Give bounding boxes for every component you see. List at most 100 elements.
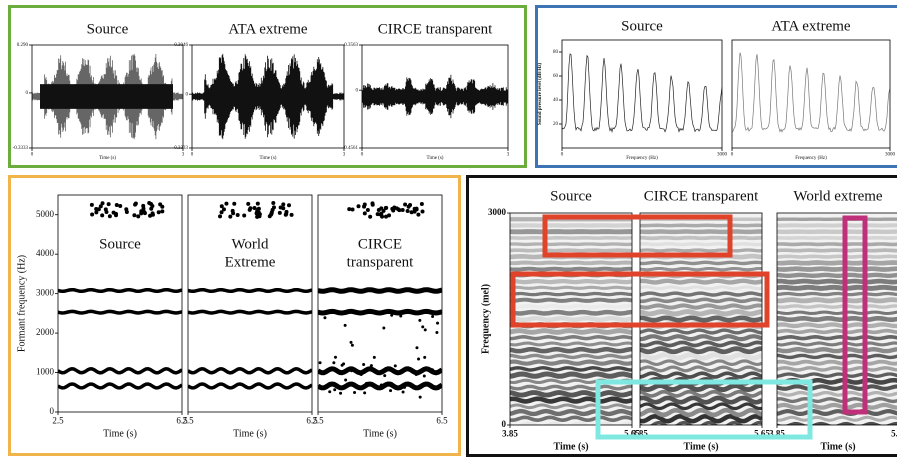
x-tick-label: 3 [507,153,510,158]
x-tick-label: 3.85 [769,428,785,438]
spectrogram-band [510,260,632,266]
y-tick-label: 4000 [36,248,55,258]
plot-title: CIRCE [358,236,402,252]
spectrogram-band [640,235,762,241]
formant-dot [231,211,236,216]
spectrogram-band [640,266,762,272]
formant-dot [382,326,386,330]
formant-dot [390,368,394,372]
formant-dot [379,206,384,211]
formant-dot [124,209,129,214]
y-tick-label: 80 [553,50,559,55]
formant-dot [412,206,417,211]
spectrogram-band [640,334,762,342]
x-tick-label: 5.65 [624,428,640,438]
formant-dot [423,328,427,332]
spectrogram-band [510,328,632,335]
plot-content [58,201,182,390]
x-tick-label: 0 [31,153,34,158]
formant-dot [242,213,247,218]
y-tick-label: 3000 [36,288,55,298]
x-tick-label: 0 [731,153,734,158]
formant-dot [252,205,257,210]
plot-frame [191,44,345,149]
formant-dot [362,204,367,209]
formant-dot [333,388,337,392]
spectrogram-band [510,266,632,272]
formant-dot [416,212,421,217]
spectrogram-band [510,341,632,347]
formant-dot [339,391,343,395]
spectrogram-band [777,384,897,391]
formant-dot [363,391,367,395]
x-axis-label: Time (s) [683,441,718,452]
formant-dot [150,211,155,216]
formant-dot [255,201,260,206]
formant-track [318,381,442,391]
spectrogram-band [777,297,897,304]
formant-dot [409,210,414,215]
spectrogram-band [777,341,897,347]
formant-dot [390,313,394,317]
spectrogram-band [510,304,632,310]
spectrogram-band [510,390,632,398]
x-tick-label: 6.5 [306,415,318,425]
formant-dot [418,318,422,322]
plot-frame [31,44,184,149]
formant-dot [356,204,361,209]
spectrogram-band [640,395,762,405]
formant-track [58,287,182,294]
formant-dot [436,321,440,325]
panel-border [535,5,897,168]
highlight-box [595,379,813,440]
spectrogram-band [640,260,762,266]
waveform-core [40,84,173,109]
y-axis-label: Frequency (mel) [480,284,491,354]
formant-dot [160,204,165,209]
x-tick-label: 0 [361,153,364,158]
formant-dot [133,201,138,206]
formant-dot [422,374,426,378]
y-axis-label: Formant frequency (Hz) [16,255,27,352]
plot-frame [639,212,763,426]
y-axis-label: Sound pressure level (dB/Hz) [538,63,543,126]
y-tick-label: 0.290 [17,43,29,48]
spectrogram-band [640,420,762,425]
plot-frame [317,194,443,413]
formant-dot [403,202,408,207]
formant-dot [255,214,260,219]
x-tick-label: 3000 [885,153,896,158]
formant-dot [89,202,94,207]
formant-dot [98,204,103,209]
formant-dot [402,385,406,389]
spectrogram-band [510,248,632,253]
y-tick-label: 0 [502,419,507,429]
x-tick-label: 3.85 [632,428,648,438]
formant-dot [415,346,419,350]
y-tick-label: 40 [553,98,559,103]
formant-dot [271,205,276,210]
formant-dot [160,209,165,214]
y-tick-label: -0.4561 [343,146,359,151]
formant-dot [333,355,337,359]
spectrogram-band [640,407,762,418]
formant-track [58,309,182,315]
x-tick-label: 3000 [717,153,728,158]
plot-title: ATA extreme [228,21,308,37]
formant-track [318,308,442,316]
spectrogram-band [777,372,897,378]
formant-dot [142,211,147,216]
spectrogram-band [640,242,762,247]
spectrogram-band [640,346,762,355]
plot-title: ATA extreme [771,18,851,34]
plot-title: World extreme [793,188,883,204]
formant-dot [435,331,439,335]
spectrogram-band [777,266,897,272]
formant-dot [132,213,137,218]
spectrogram-band [510,408,632,417]
formant-dot [232,201,237,206]
y-tick-label: 0 [50,406,55,416]
x-axis-label: Time (s) [363,428,397,439]
plot-frame [561,39,723,149]
